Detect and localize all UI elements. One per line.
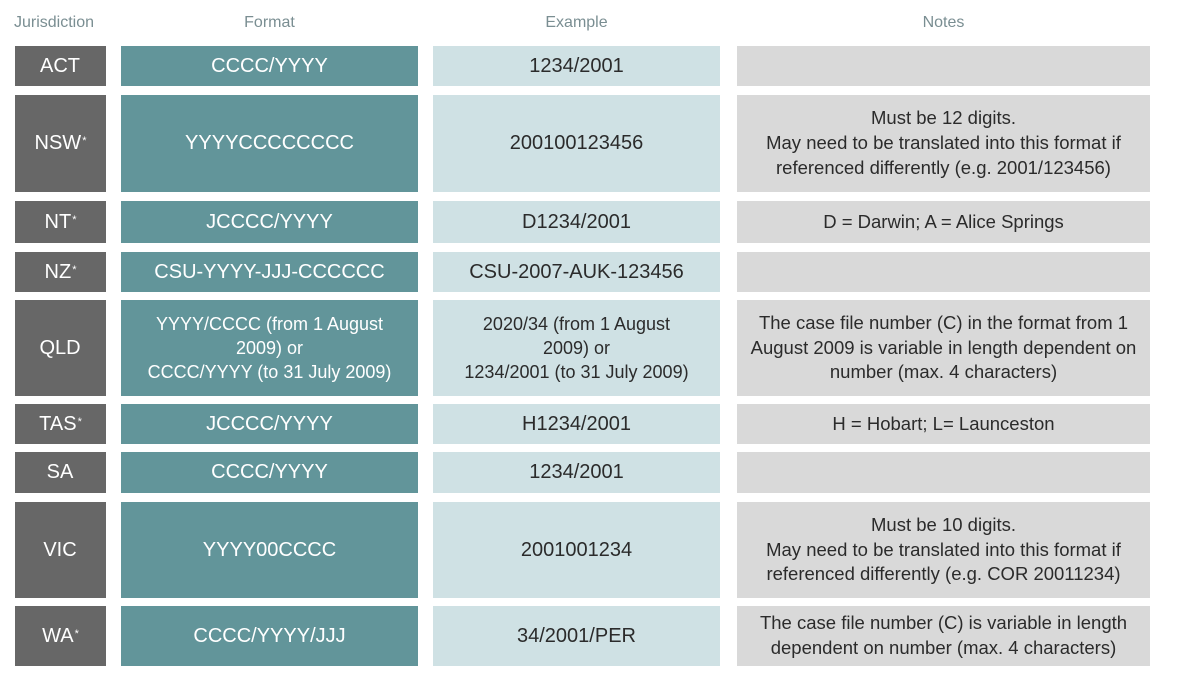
- example-cell: 1234/2001: [433, 46, 720, 86]
- example-cell: 1234/2001: [433, 452, 720, 493]
- jurisdiction-label: TAS: [39, 412, 77, 435]
- example-cell: 2020/34 (from 1 August 2009) or 1234/200…: [433, 300, 720, 396]
- notes-cell: The case file number (C) in the format f…: [737, 300, 1150, 396]
- asterisk-marker: *: [77, 415, 82, 428]
- notes-cell: [737, 452, 1150, 493]
- jurisdiction-label: WA: [42, 624, 74, 647]
- header-format: Format: [244, 14, 295, 31]
- notes-cell: H = Hobart; L= Launceston: [737, 404, 1150, 444]
- jurisdiction-cell: NZ *: [15, 252, 106, 292]
- jurisdiction-label: NSW: [34, 132, 82, 154]
- asterisk-marker: *: [82, 135, 87, 148]
- table-row: VIC YYYY00CCCC 2001001234 Must be 10 dig…: [0, 502, 1200, 598]
- header-notes: Notes: [922, 14, 965, 31]
- example-cell: 2001001234: [433, 502, 720, 598]
- format-cell: YYYY00CCCC: [121, 502, 418, 598]
- notes-cell: [737, 252, 1150, 292]
- table-row: NSW * YYYYCCCCCCCC 200100123456 Must be 1…: [0, 95, 1200, 192]
- table-row: ACT CCCC/YYYY 1234/2001: [0, 46, 1200, 86]
- asterisk-marker: *: [72, 213, 77, 226]
- format-cell: JCCCC/YYYY: [121, 404, 418, 444]
- table-row: WA * CCCC/YYYY/JJJ 34/2001/PER The case f…: [0, 606, 1200, 666]
- jurisdiction-label: NT: [44, 210, 72, 233]
- format-cell: CCCC/YYYY: [121, 46, 418, 86]
- format-cell: JCCCC/YYYY: [121, 201, 418, 243]
- table-row: NZ * CSU-YYYY-JJJ-CCCCCC CSU-2007-AUK-123…: [0, 252, 1200, 292]
- jurisdiction-cell: QLD: [15, 300, 106, 396]
- format-cell: CCCC/YYYY: [121, 452, 418, 493]
- jurisdiction-cell: SA: [15, 452, 106, 493]
- example-cell: H1234/2001: [433, 404, 720, 444]
- table-header: Jurisdiction Format Example Notes: [0, 8, 1200, 38]
- table-row: TAS * JCCCC/YYYY H1234/2001 H = Hobart; L…: [0, 404, 1200, 444]
- asterisk-marker: *: [72, 263, 77, 276]
- jurisdiction-cell: NSW *: [15, 95, 106, 192]
- notes-cell: Must be 10 digits. May need to be transl…: [737, 502, 1150, 598]
- example-cell: D1234/2001: [433, 201, 720, 243]
- notes-cell: D = Darwin; A = Alice Springs: [737, 201, 1150, 243]
- format-cell: CSU-YYYY-JJJ-CCCCCC: [121, 252, 418, 292]
- header-jurisdiction: Jurisdiction: [14, 14, 95, 31]
- jurisdiction-cell: TAS *: [15, 404, 106, 444]
- example-cell: 200100123456: [433, 95, 720, 192]
- notes-cell: [737, 46, 1150, 86]
- header-example: Example: [545, 14, 608, 31]
- jurisdiction-cell: ACT: [15, 46, 106, 86]
- asterisk-marker: *: [74, 627, 79, 640]
- jurisdiction-label: ACT: [40, 54, 80, 77]
- notes-cell: The case file number (C) is variable in …: [737, 606, 1150, 666]
- table-row: NT * JCCCC/YYYY D1234/2001 D = Darwin; A …: [0, 201, 1200, 243]
- table-row: SA CCCC/YYYY 1234/2001: [0, 452, 1200, 493]
- jurisdiction-cell: NT *: [15, 201, 106, 243]
- jurisdiction-label: QLD: [39, 336, 81, 359]
- format-cell: CCCC/YYYY/JJJ: [121, 606, 418, 666]
- jurisdiction-label: NZ: [44, 260, 72, 283]
- table-row: QLD YYYY/CCCC (from 1 August 2009) or CC…: [0, 300, 1200, 396]
- example-cell: 34/2001/PER: [433, 606, 720, 666]
- jurisdiction-label: VIC: [43, 538, 77, 561]
- format-cell: YYYY/CCCC (from 1 August 2009) or CCCC/Y…: [121, 300, 418, 396]
- example-cell: CSU-2007-AUK-123456: [433, 252, 720, 292]
- jurisdiction-label: SA: [46, 461, 74, 483]
- jurisdiction-cell: VIC: [15, 502, 106, 598]
- notes-cell: Must be 12 digits. May need to be transl…: [737, 95, 1150, 192]
- jurisdiction-cell: WA *: [15, 606, 106, 666]
- format-cell: YYYYCCCCCCCC: [121, 95, 418, 192]
